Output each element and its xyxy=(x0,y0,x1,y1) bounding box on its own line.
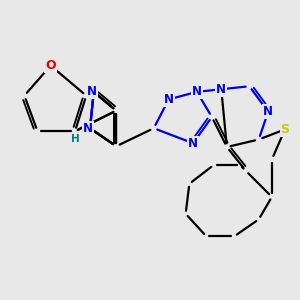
Text: N: N xyxy=(188,137,198,150)
Text: N: N xyxy=(164,93,174,106)
Text: S: S xyxy=(280,123,290,136)
Text: H: H xyxy=(70,134,80,144)
Text: N: N xyxy=(216,83,226,96)
Text: N: N xyxy=(87,85,97,98)
Text: N: N xyxy=(192,85,202,98)
Text: O: O xyxy=(45,59,56,72)
Text: N: N xyxy=(83,122,93,135)
Text: N: N xyxy=(263,105,273,118)
